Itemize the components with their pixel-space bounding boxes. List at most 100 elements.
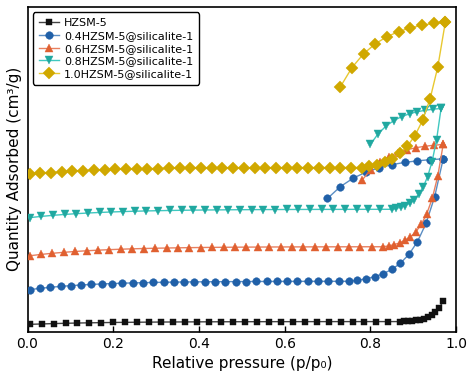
0.4HZSM-5@silicalite-1 xyxy=(406,252,412,257)
0.8HZSM-5@silicalite-1 xyxy=(73,211,79,216)
0.6HZSM-5@silicalite-1 xyxy=(50,251,55,256)
0.4HZSM-5@silicalite-1 xyxy=(423,221,429,226)
0.6HZSM-5@silicalite-1 xyxy=(164,246,169,250)
0.6HZSM-5@silicalite-1 xyxy=(266,245,272,249)
0.4HZSM-5@silicalite-1 xyxy=(274,279,280,284)
Line: 0.6HZSM-5@silicalite-1: 0.6HZSM-5@silicalite-1 xyxy=(26,140,447,260)
0.4HZSM-5@silicalite-1 xyxy=(171,280,177,284)
0.8HZSM-5@silicalite-1 xyxy=(27,215,33,220)
HZSM-5 xyxy=(428,313,434,317)
0.8HZSM-5@silicalite-1 xyxy=(411,197,417,202)
0.8HZSM-5@silicalite-1 xyxy=(319,207,325,212)
0.4HZSM-5@silicalite-1 xyxy=(58,284,64,289)
0.8HZSM-5@silicalite-1 xyxy=(237,208,243,212)
HZSM-5 xyxy=(413,318,419,322)
HZSM-5 xyxy=(314,319,319,324)
1.0HZSM-5@silicalite-1 xyxy=(81,168,86,173)
0.6HZSM-5@silicalite-1 xyxy=(244,245,249,249)
0.8HZSM-5@silicalite-1 xyxy=(155,208,161,213)
0.8HZSM-5@silicalite-1 xyxy=(398,205,403,209)
0.6HZSM-5@silicalite-1 xyxy=(386,243,392,248)
0.4HZSM-5@silicalite-1 xyxy=(68,284,73,288)
0.4HZSM-5@silicalite-1 xyxy=(233,279,238,284)
1.0HZSM-5@silicalite-1 xyxy=(263,166,268,170)
0.6HZSM-5@silicalite-1 xyxy=(380,245,386,249)
HZSM-5 xyxy=(242,319,248,324)
HZSM-5 xyxy=(290,319,296,324)
HZSM-5 xyxy=(302,319,308,324)
1.0HZSM-5@silicalite-1 xyxy=(166,166,172,170)
0.8HZSM-5@silicalite-1 xyxy=(85,211,91,215)
0.4HZSM-5@silicalite-1 xyxy=(212,279,218,284)
0.6HZSM-5@silicalite-1 xyxy=(61,250,67,254)
1.0HZSM-5@silicalite-1 xyxy=(305,165,311,170)
1.0HZSM-5@silicalite-1 xyxy=(145,166,150,171)
0.8HZSM-5@silicalite-1 xyxy=(120,209,126,214)
0.4HZSM-5@silicalite-1 xyxy=(181,280,187,284)
0.6HZSM-5@silicalite-1 xyxy=(38,252,44,257)
0.6HZSM-5@silicalite-1 xyxy=(73,249,78,254)
1.0HZSM-5@silicalite-1 xyxy=(443,20,448,24)
HZSM-5 xyxy=(230,319,236,324)
0.6HZSM-5@silicalite-1 xyxy=(152,246,158,251)
1.0HZSM-5@silicalite-1 xyxy=(209,166,215,170)
0.4HZSM-5@silicalite-1 xyxy=(109,281,115,286)
0.4HZSM-5@silicalite-1 xyxy=(294,279,300,284)
HZSM-5 xyxy=(326,319,331,324)
0.6HZSM-5@silicalite-1 xyxy=(435,174,441,178)
1.0HZSM-5@silicalite-1 xyxy=(112,167,118,172)
HZSM-5 xyxy=(158,320,164,324)
HZSM-5 xyxy=(433,310,438,314)
0.8HZSM-5@silicalite-1 xyxy=(132,209,137,214)
1.0HZSM-5@silicalite-1 xyxy=(327,165,332,170)
0.6HZSM-5@silicalite-1 xyxy=(186,245,192,250)
0.6HZSM-5@silicalite-1 xyxy=(278,245,283,249)
HZSM-5 xyxy=(398,319,403,324)
HZSM-5 xyxy=(254,319,260,324)
0.4HZSM-5@silicalite-1 xyxy=(119,281,125,285)
0.4HZSM-5@silicalite-1 xyxy=(27,287,33,292)
HZSM-5 xyxy=(266,319,272,324)
0.4HZSM-5@silicalite-1 xyxy=(315,279,321,284)
0.8HZSM-5@silicalite-1 xyxy=(434,138,439,142)
0.4HZSM-5@silicalite-1 xyxy=(336,279,341,284)
HZSM-5 xyxy=(417,318,423,322)
0.4HZSM-5@silicalite-1 xyxy=(150,280,156,285)
1.0HZSM-5@silicalite-1 xyxy=(374,162,380,167)
0.4HZSM-5@silicalite-1 xyxy=(222,279,228,284)
0.4HZSM-5@silicalite-1 xyxy=(78,283,84,287)
0.6HZSM-5@silicalite-1 xyxy=(346,245,352,249)
0.4HZSM-5@silicalite-1 xyxy=(363,277,369,281)
0.8HZSM-5@silicalite-1 xyxy=(249,208,255,212)
1.0HZSM-5@silicalite-1 xyxy=(397,151,402,156)
0.6HZSM-5@silicalite-1 xyxy=(301,245,306,249)
0.6HZSM-5@silicalite-1 xyxy=(402,238,408,243)
0.4HZSM-5@silicalite-1 xyxy=(140,280,146,285)
1.0HZSM-5@silicalite-1 xyxy=(427,96,433,101)
1.0HZSM-5@silicalite-1 xyxy=(230,166,236,170)
HZSM-5 xyxy=(194,319,200,324)
HZSM-5 xyxy=(87,321,92,325)
0.6HZSM-5@silicalite-1 xyxy=(198,245,203,250)
0.4HZSM-5@silicalite-1 xyxy=(380,271,386,276)
0.4HZSM-5@silicalite-1 xyxy=(305,279,310,284)
0.8HZSM-5@silicalite-1 xyxy=(179,208,184,212)
1.0HZSM-5@silicalite-1 xyxy=(252,166,257,170)
HZSM-5 xyxy=(401,319,407,324)
0.8HZSM-5@silicalite-1 xyxy=(167,208,173,213)
0.8HZSM-5@silicalite-1 xyxy=(284,207,290,212)
0.6HZSM-5@silicalite-1 xyxy=(175,246,181,250)
1.0HZSM-5@silicalite-1 xyxy=(134,167,140,171)
HZSM-5 xyxy=(337,319,343,324)
0.4HZSM-5@silicalite-1 xyxy=(161,280,166,285)
HZSM-5 xyxy=(374,319,379,324)
0.4HZSM-5@silicalite-1 xyxy=(284,279,290,284)
HZSM-5 xyxy=(385,319,391,324)
1.0HZSM-5@silicalite-1 xyxy=(389,156,395,161)
0.4HZSM-5@silicalite-1 xyxy=(202,279,208,284)
0.8HZSM-5@silicalite-1 xyxy=(407,201,412,205)
0.8HZSM-5@silicalite-1 xyxy=(272,207,278,212)
Line: HZSM-5: HZSM-5 xyxy=(26,298,447,328)
Y-axis label: Quantity Adsorbed (cm³/g): Quantity Adsorbed (cm³/g) xyxy=(7,67,22,271)
1.0HZSM-5@silicalite-1 xyxy=(241,166,247,170)
